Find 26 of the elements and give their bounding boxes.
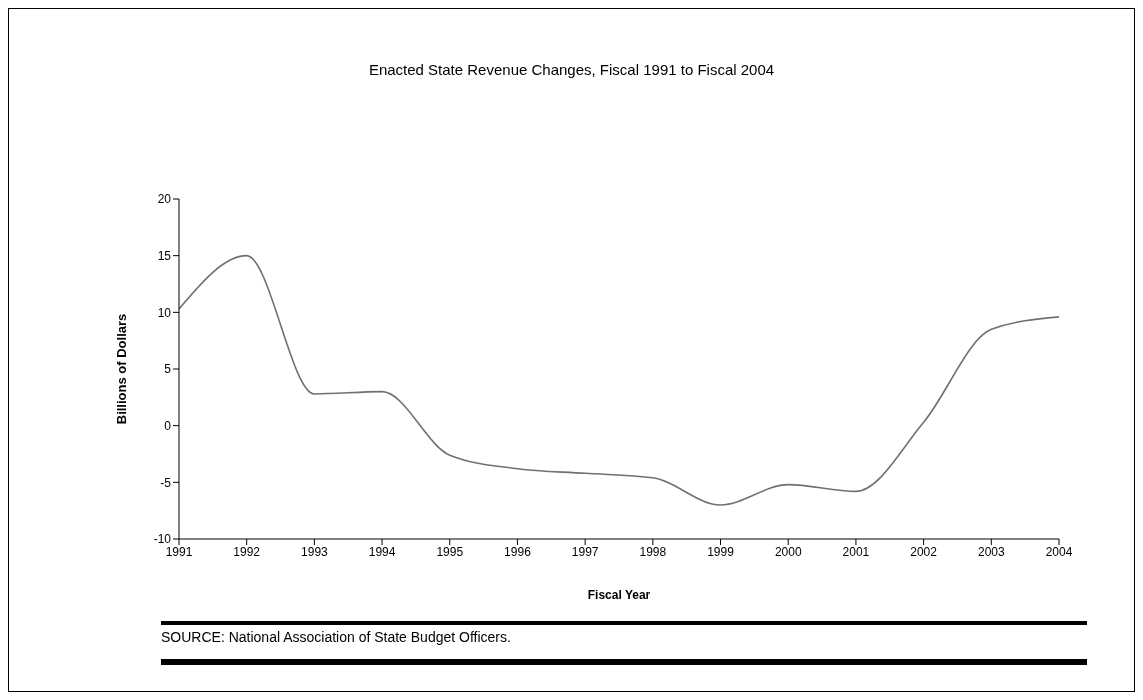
y-tick-label: -10 bbox=[153, 532, 172, 547]
line-series bbox=[179, 254, 1059, 506]
x-axis-title: Fiscal Year bbox=[587, 588, 651, 602]
x-tick-label: 1991 bbox=[165, 544, 193, 559]
y-tick-label: 0 bbox=[164, 418, 172, 433]
x-tick-label: 2001 bbox=[842, 544, 870, 559]
x-tick-label: 1992 bbox=[233, 544, 261, 559]
chart-title: Enacted State Revenue Changes, Fiscal 1991 to Fiscal 2004 bbox=[367, 61, 776, 78]
x-tick-label: 1994 bbox=[368, 544, 396, 559]
x-tick-label: 2000 bbox=[774, 544, 802, 559]
y-tick-label: 15 bbox=[157, 248, 172, 263]
x-tick-label: 1993 bbox=[301, 544, 329, 559]
x-tick-label: 1998 bbox=[639, 544, 667, 559]
source-note: SOURCE: National Association of State Budget Officers. bbox=[161, 621, 1087, 665]
x-tick-label: 1997 bbox=[571, 544, 599, 559]
x-tick-label: 1995 bbox=[436, 544, 464, 559]
x-tick-label: 1999 bbox=[707, 544, 735, 559]
y-axis-title: Billions of Dollars bbox=[113, 313, 129, 425]
x-tick-label: 1996 bbox=[504, 544, 532, 559]
y-tick-label: 10 bbox=[157, 305, 172, 320]
y-tick-label: 5 bbox=[164, 362, 172, 377]
x-tick-label: 2004 bbox=[1045, 544, 1073, 559]
x-tick-label: 2002 bbox=[910, 544, 938, 559]
y-tick-label: -5 bbox=[160, 475, 172, 490]
y-tick-label: 20 bbox=[157, 192, 172, 207]
x-tick-label: 2003 bbox=[977, 544, 1005, 559]
